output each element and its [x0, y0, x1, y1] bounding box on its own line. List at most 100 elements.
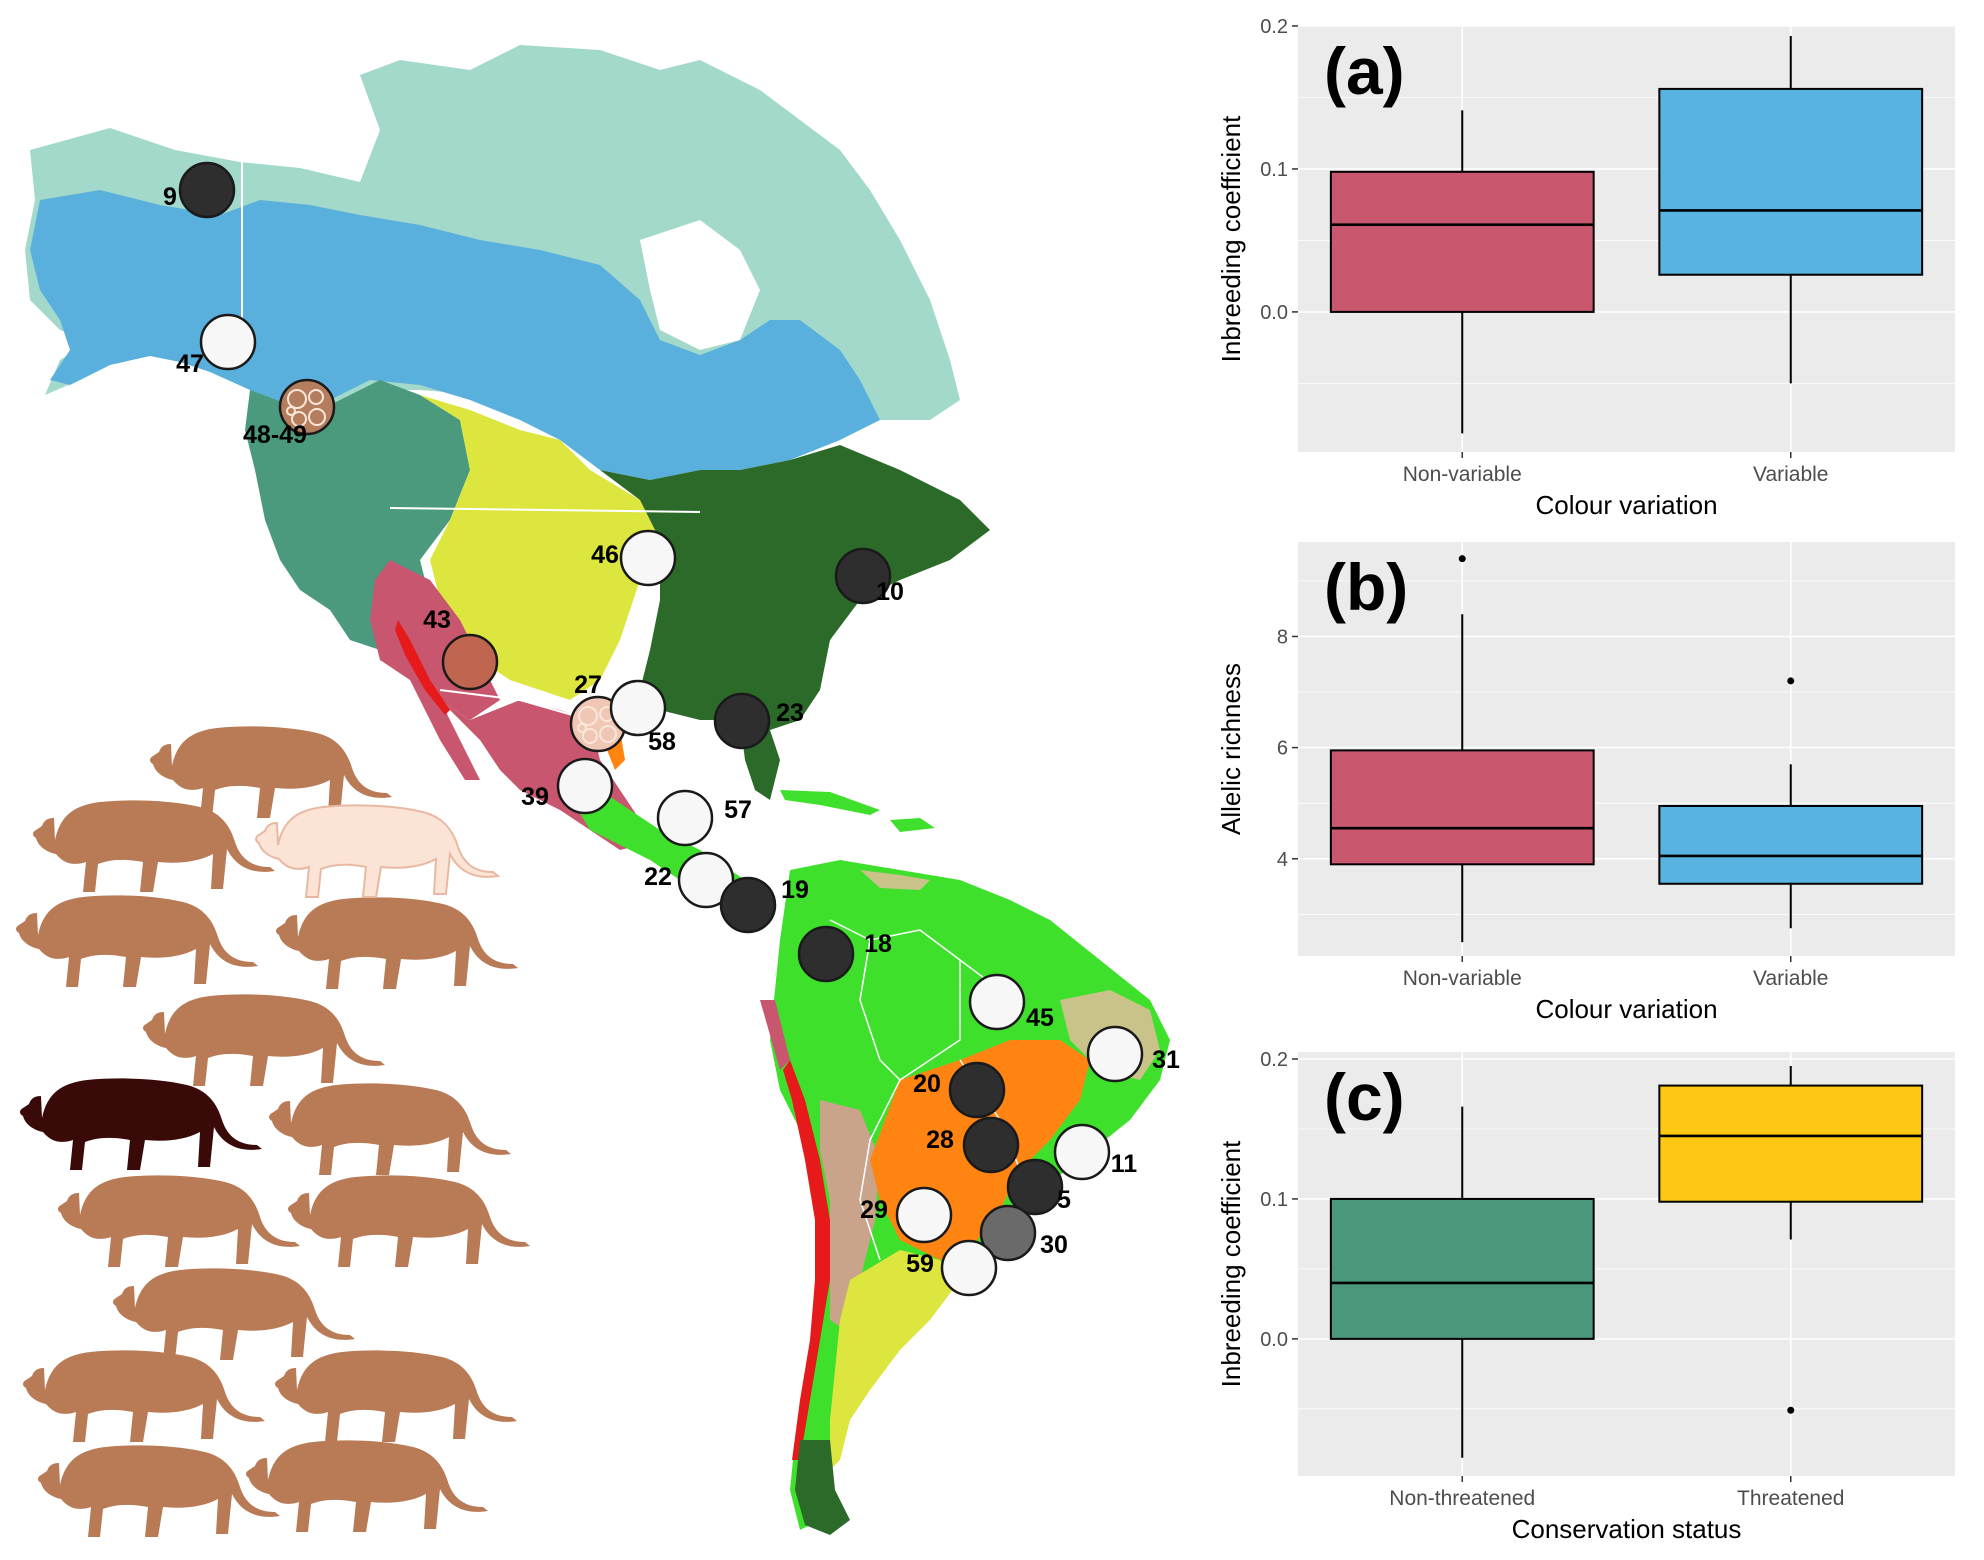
sample-sites: 9 47 48-49 46 10 43 27 58 23 39 57 22 19 18 45 31 20 28 11… — [163, 161, 1180, 1297]
site-circle — [556, 757, 614, 815]
y-axis-title: Allelic richness — [1216, 663, 1246, 835]
site-label: 22 — [644, 863, 672, 891]
rosette-spot — [286, 406, 296, 416]
site-marker: 43 — [423, 606, 499, 691]
puma-silhouette — [246, 1440, 488, 1532]
sa-south-grassland — [830, 1250, 960, 1470]
panel-label: (b) — [1324, 550, 1408, 624]
box-non-variable — [1329, 110, 1595, 434]
hispaniola — [890, 818, 935, 832]
rosette-spot — [308, 389, 324, 405]
site-marker: 28 — [926, 1116, 1020, 1174]
site-circle — [199, 313, 257, 371]
site-marker: 5 — [1006, 1158, 1071, 1216]
site-marker: 45 — [968, 973, 1054, 1032]
site-marker: 57 — [656, 789, 752, 847]
site-label: 30 — [1040, 1231, 1068, 1259]
site-circle — [609, 679, 667, 737]
panel-a-boxplot: 0.0 0.1 0.2 Non-variable Variable (a) Colour v… — [1216, 16, 1955, 520]
site-marker: 18 — [797, 925, 892, 983]
site-marker: 59 — [906, 1239, 998, 1297]
site-marker: 11 — [1053, 1123, 1137, 1181]
puma-silhouette — [269, 1083, 511, 1175]
rosette-spot — [308, 408, 326, 426]
site-circle — [948, 1061, 1006, 1119]
box-variable — [1658, 677, 1924, 929]
y-axis-title: Inbreeding coefficient — [1216, 115, 1246, 362]
outlier-point — [1458, 555, 1466, 563]
site-label: 27 — [574, 671, 602, 699]
site-marker: 46 — [591, 529, 677, 587]
site-marker: 48-49 — [243, 378, 336, 449]
y-tick-label: 4 — [1277, 849, 1288, 871]
site-marker: 10 — [834, 547, 904, 606]
site-circle — [619, 529, 677, 587]
coast-red — [395, 620, 450, 715]
puma-silhouette — [276, 897, 518, 989]
puma-silhouette — [275, 1350, 517, 1442]
site-label: 47 — [176, 350, 204, 378]
box-iqr — [1658, 804, 1924, 885]
site-circle — [895, 1186, 953, 1244]
site-marker: 22 — [644, 851, 735, 909]
site-circle — [979, 1204, 1037, 1262]
site-marker: 29 — [860, 1186, 953, 1244]
site-circle — [1006, 1158, 1064, 1216]
rosette-spot — [291, 411, 307, 427]
north-america-land — [25, 45, 990, 900]
puma-silhouette — [23, 1350, 265, 1442]
site-circle — [441, 633, 499, 691]
site-circle — [278, 378, 336, 436]
panel-b-boxplot: 4 6 8 Non-variable Variable (b) Colour variati… — [1216, 542, 1955, 1024]
box-variable — [1658, 36, 1924, 384]
outlier-point — [1787, 677, 1795, 685]
site-marker: 23 — [713, 692, 804, 750]
x-tick-label: Non-threatened — [1389, 1487, 1535, 1510]
outlier-point — [1787, 1406, 1795, 1414]
site-circle — [968, 973, 1026, 1031]
site-circle — [797, 925, 855, 983]
box-iqr — [1329, 170, 1595, 313]
site-label: 43 — [423, 606, 451, 634]
x-tick-label: Variable — [1753, 463, 1829, 486]
site-label: 20 — [913, 1070, 941, 1098]
puma-silhouette — [113, 1268, 355, 1360]
x-axis-title: Conservation status — [1512, 1514, 1742, 1544]
sa-pacific-red — [783, 1060, 830, 1460]
box-iqr — [1658, 87, 1924, 276]
puma-silhouette — [143, 994, 385, 1086]
site-label: 45 — [1026, 1004, 1054, 1032]
americas-ecoregion-map: 9 47 48-49 46 10 43 27 58 23 39 57 22 19 18 45 31 20 28 11… — [16, 45, 1180, 1537]
site-circle — [656, 789, 714, 847]
y-tick-label: 0.0 — [1260, 302, 1288, 324]
puma-silhouette — [58, 1175, 300, 1267]
site-circle — [940, 1239, 998, 1297]
grassland-north — [420, 395, 660, 700]
site-circle — [962, 1116, 1020, 1174]
x-tick-label: Variable — [1753, 967, 1829, 990]
rosette-spot — [582, 728, 598, 744]
site-marker: 31 — [1086, 1025, 1180, 1083]
puma-silhouette — [150, 726, 392, 818]
site-marker: 20 — [913, 1061, 1006, 1119]
sa-andes-tan — [820, 1100, 880, 1330]
box-iqr — [1658, 1084, 1924, 1203]
rosette-spot — [599, 725, 617, 743]
y-tick-label: 0.1 — [1260, 1189, 1288, 1211]
sa-coast-red-north — [760, 1000, 790, 1070]
site-circle — [677, 851, 735, 909]
x-tick-label: Non-variable — [1403, 463, 1522, 486]
plot-background — [1298, 542, 1955, 956]
site-label: 39 — [521, 783, 549, 811]
panel-label: (c) — [1324, 1060, 1405, 1134]
hudson-bay-2 — [655, 228, 758, 348]
box-non-threatened — [1329, 1106, 1595, 1458]
site-circle — [1053, 1123, 1111, 1181]
puma-silhouette — [288, 1175, 530, 1267]
site-label: 9 — [163, 183, 177, 211]
y-tick-label: 6 — [1277, 738, 1288, 760]
site-label: 46 — [591, 541, 619, 569]
site-label: 28 — [926, 1126, 954, 1154]
site-label: 23 — [776, 699, 804, 727]
site-label: 58 — [648, 728, 676, 756]
